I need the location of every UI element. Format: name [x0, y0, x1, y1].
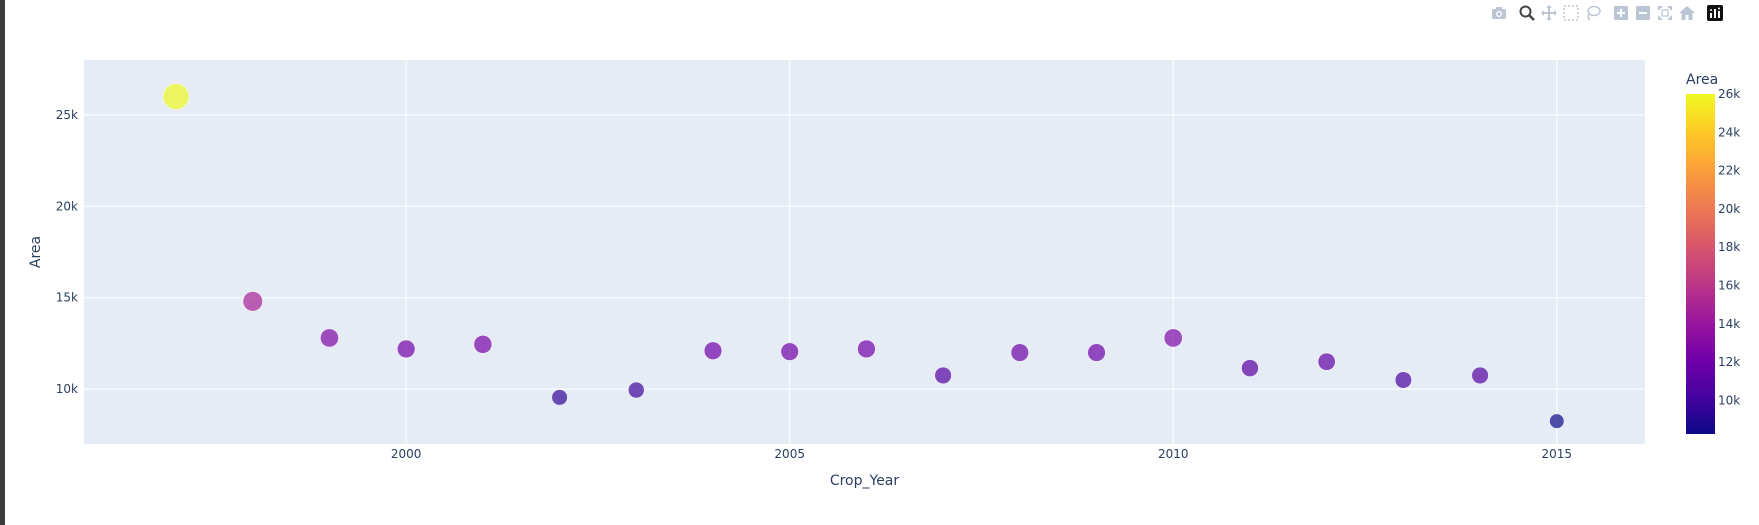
data-point[interactable] [934, 366, 952, 385]
grid [84, 60, 1645, 444]
colorbar-tick-label: 20k [1718, 202, 1740, 216]
y-axis-ticks: 10k 15k 20k 25k [56, 108, 78, 396]
data-point[interactable] [628, 381, 645, 399]
colorbar-tick-label: 22k [1718, 164, 1740, 178]
data-point[interactable] [320, 328, 339, 348]
colorbar-tick-label: 14k [1718, 317, 1740, 331]
colorbar-tick-label: 10k [1718, 393, 1740, 407]
colorbar-tick-label: 12k [1718, 355, 1740, 369]
data-point[interactable] [1394, 371, 1412, 389]
colorbar [1686, 94, 1715, 434]
x-tick-label: 2010 [1158, 447, 1189, 461]
data-point[interactable] [397, 339, 416, 359]
lasso-select-icon[interactable] [1584, 4, 1602, 22]
zoom-out-icon[interactable] [1634, 4, 1652, 22]
data-point[interactable] [1241, 359, 1259, 377]
colorbar-tick-label: 24k [1718, 125, 1740, 139]
data-point[interactable] [857, 339, 876, 359]
data-point[interactable] [1317, 352, 1336, 371]
data-points [162, 83, 1565, 429]
data-point[interactable] [242, 291, 263, 312]
x-tick-label: 2000 [391, 447, 422, 461]
y-tick-label: 25k [56, 108, 78, 122]
x-axis-ticks: 2000 2005 2010 2015 [391, 447, 1572, 461]
x-axis-title: Crop_Year [830, 473, 900, 489]
data-point[interactable] [473, 335, 493, 354]
y-tick-label: 15k [56, 291, 78, 305]
data-point[interactable] [1163, 328, 1183, 348]
plot-area[interactable] [84, 60, 1645, 444]
plotly-logo-icon[interactable] [1706, 4, 1724, 22]
window-left-edge [0, 0, 5, 525]
y-tick-label: 20k [56, 199, 78, 213]
data-point[interactable] [703, 341, 723, 360]
x-tick-label: 2015 [1542, 447, 1573, 461]
zoom-icon[interactable] [1518, 4, 1536, 22]
autoscale-icon[interactable] [1656, 4, 1674, 22]
data-point[interactable] [162, 83, 190, 110]
pan-icon[interactable] [1540, 4, 1558, 22]
y-tick-label: 10k [56, 382, 78, 396]
data-point[interactable] [780, 342, 799, 361]
data-point[interactable] [551, 389, 568, 406]
box-select-icon[interactable] [1562, 4, 1580, 22]
colorbar-tick-label: 26k [1718, 87, 1740, 101]
colorbar-tick-label: 16k [1718, 279, 1740, 293]
x-tick-label: 2005 [774, 447, 805, 461]
colorbar-tick-label: 18k [1718, 240, 1740, 254]
colorbar-title: Area [1686, 72, 1718, 88]
reset-axes-icon[interactable] [1678, 4, 1696, 22]
colorbar-ticks: 10k 12k 14k 16k 18k 20k 22k 24k 26k [1718, 87, 1740, 407]
camera-icon[interactable] [1490, 4, 1508, 22]
data-point[interactable] [1010, 343, 1029, 362]
y-axis-title: Area [28, 236, 44, 268]
data-point[interactable] [1087, 343, 1106, 362]
data-point[interactable] [1471, 366, 1489, 385]
zoom-in-icon[interactable] [1612, 4, 1630, 22]
data-point[interactable] [1549, 413, 1565, 429]
